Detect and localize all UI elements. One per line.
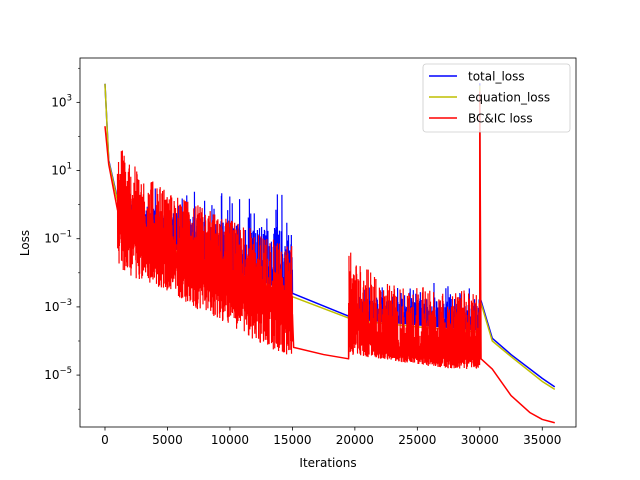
x-axis-label: Iterations	[299, 456, 356, 470]
plot-frame	[79, 57, 577, 428]
series-2	[104, 91, 555, 424]
y-axis: 10−5 10−3 10−1 101 103	[44, 67, 80, 410]
x-tick-label: 35000	[523, 433, 561, 447]
legend-box	[422, 63, 571, 133]
series-noise-band	[116, 150, 294, 355]
x-tick-label: 20000	[336, 433, 374, 447]
x-tick-label: 5000	[152, 433, 183, 447]
y-tick-label: 10−3	[44, 298, 72, 314]
y-tick-label: 101	[51, 162, 72, 178]
x-axis: 0 5000 10000 15000 20000 25000 30000 35000	[101, 427, 561, 447]
legend: total_loss equation_loss BC&IC loss	[422, 63, 571, 133]
x-tick-label: 0	[101, 433, 109, 447]
x-tick-label: 25000	[398, 433, 436, 447]
y-tick-label: 10−5	[44, 366, 72, 382]
series-noise-band	[348, 252, 481, 370]
y-tick-label: 10−1	[44, 230, 72, 246]
legend-label: total_loss	[468, 70, 525, 84]
x-tick-label: 30000	[461, 433, 499, 447]
x-tick-label: 10000	[211, 433, 249, 447]
legend-label: BC&IC loss	[468, 112, 533, 126]
legend-label: equation_loss	[468, 91, 550, 105]
y-tick-label: 103	[51, 93, 72, 109]
y-axis-label: Loss	[18, 230, 32, 256]
x-tick-label: 15000	[273, 433, 311, 447]
series-layer	[104, 83, 556, 424]
